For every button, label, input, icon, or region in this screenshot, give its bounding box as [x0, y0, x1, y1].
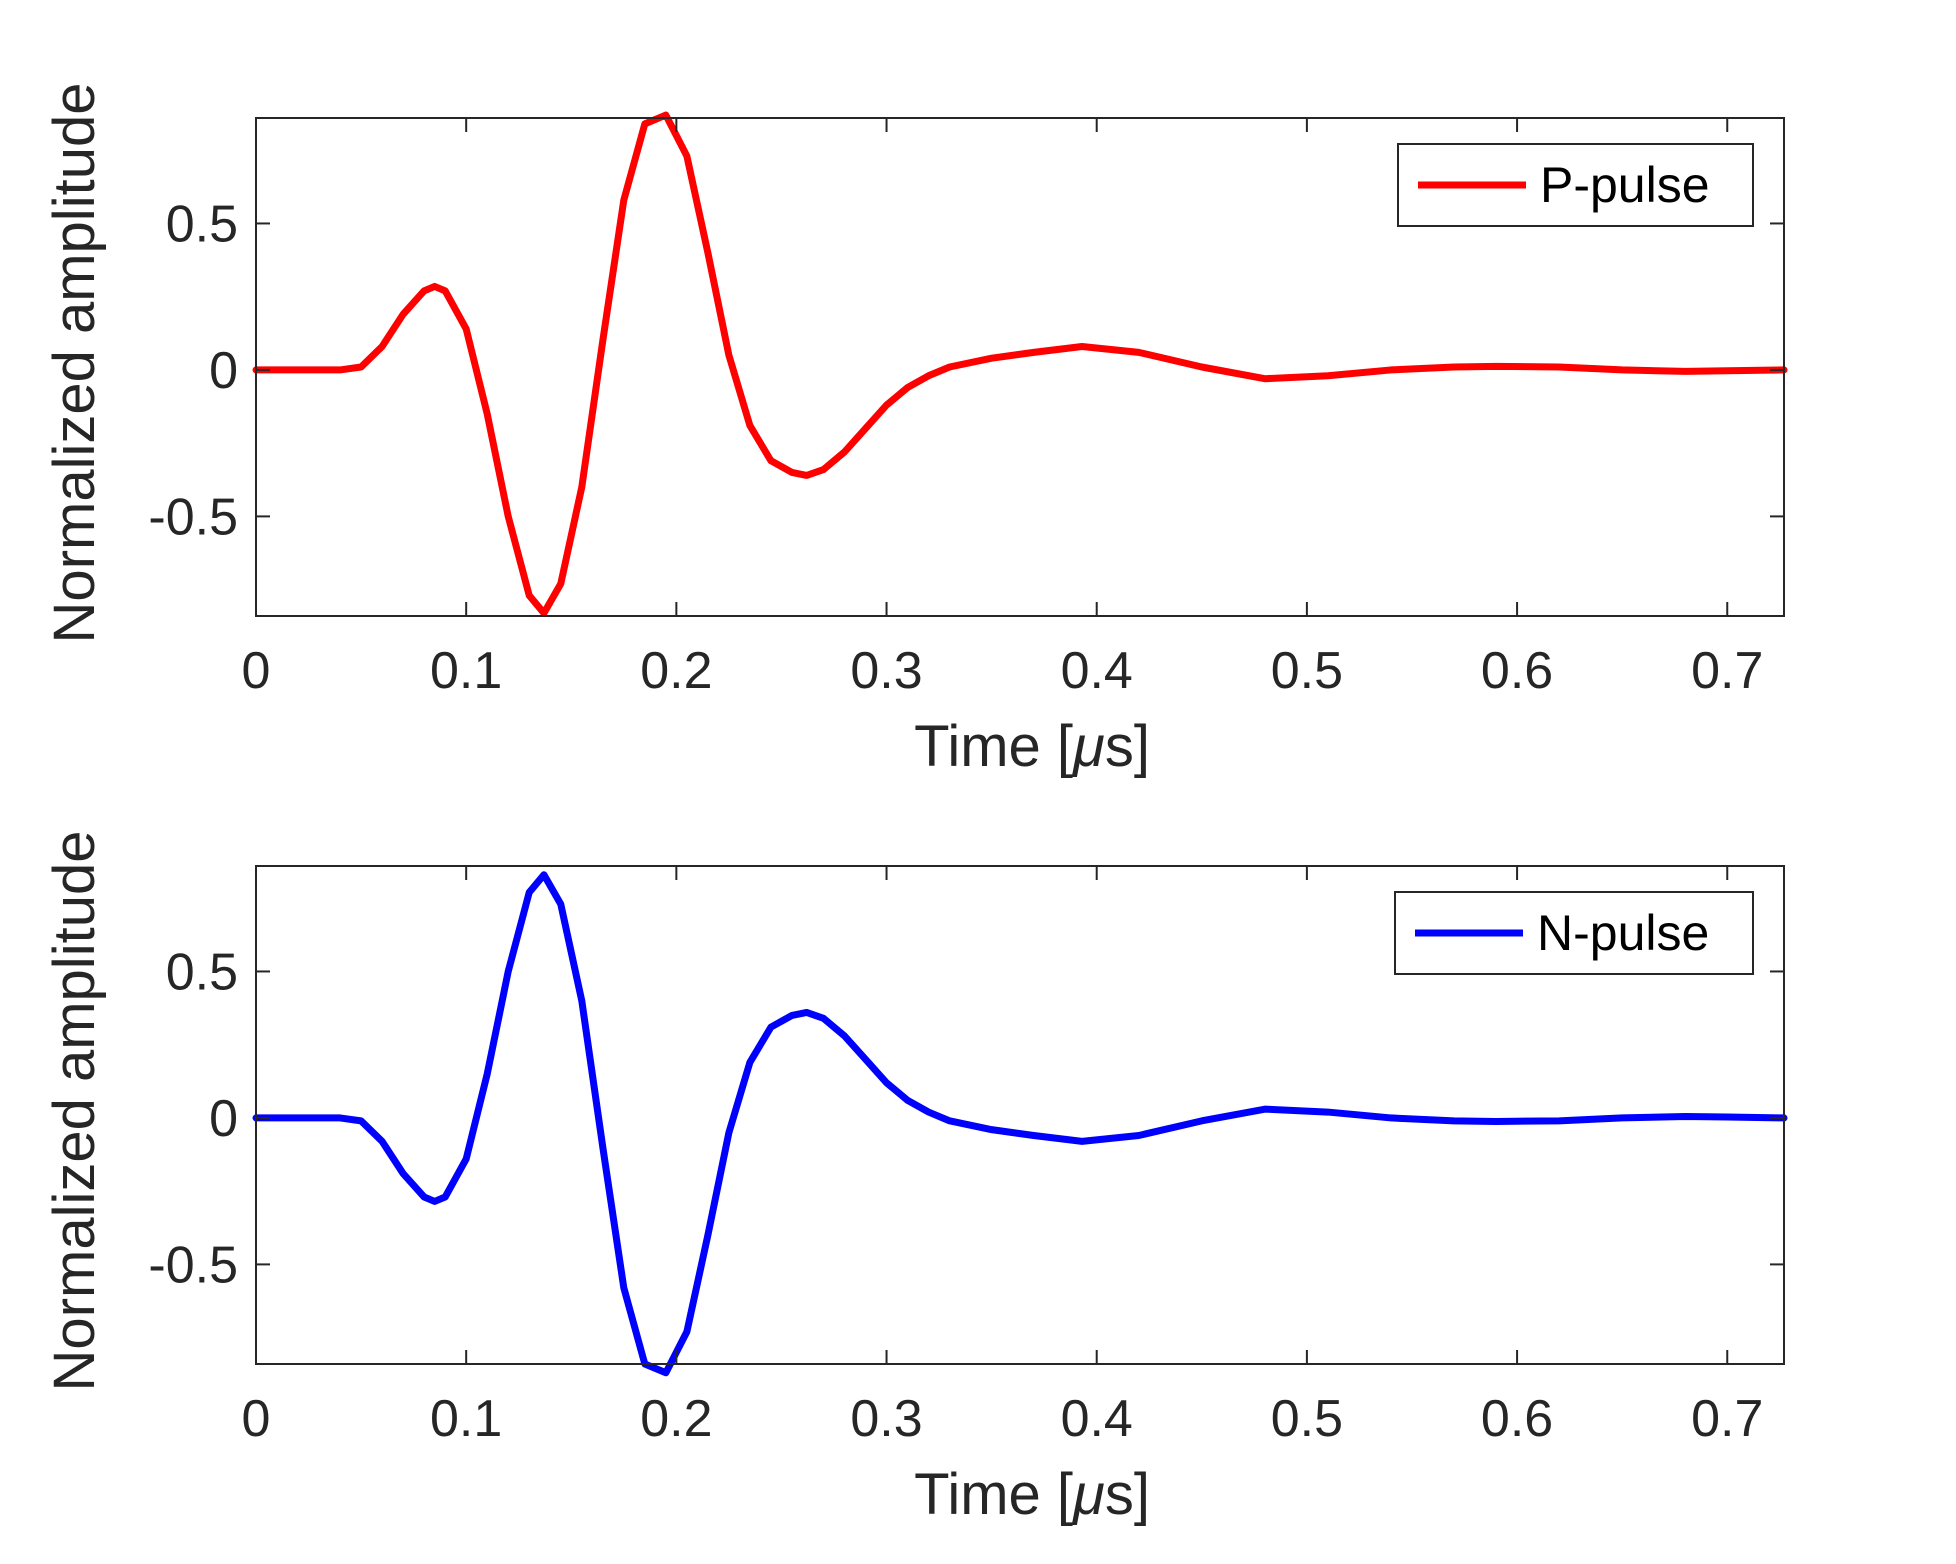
x-tick-label: 0.6	[1481, 1390, 1553, 1448]
legend-label: P-pulse	[1540, 157, 1710, 213]
x-axis-label: Time [μs]	[914, 1462, 1150, 1527]
x-axis-label: Time [μs]	[914, 714, 1150, 779]
y-tick-label: 0.5	[166, 943, 238, 1001]
x-tick-label: 0.3	[850, 642, 922, 700]
x-tick-label: 0.4	[1061, 1390, 1133, 1448]
y-tick-label: 0	[209, 342, 238, 400]
x-axis-label-mu: μ	[1071, 1462, 1105, 1527]
x-tick-label: 0.6	[1481, 642, 1553, 700]
subplot-1: 0 0.1 0.2 0.3 0.4 0.5 0.6 0.7 -0.5 0 0.5 Time [μs] N…	[42, 83, 1788, 779]
x-tick-label: 0	[242, 642, 271, 700]
legend-label: N-pulse	[1537, 905, 1709, 961]
y-tick-label: -0.5	[148, 1236, 238, 1294]
axes-box	[255, 117, 1785, 617]
subplot-2: 0 0.1 0.2 0.3 0.4 0.5 0.6 0.7 -0.5 0 0.5 Time [μs] N…	[42, 831, 1788, 1527]
x-axis-label-mu: μ	[1071, 714, 1105, 779]
x-tick-label: 0.2	[640, 1390, 712, 1448]
x-tick-label: 0	[242, 1390, 271, 1448]
series-line-1	[252, 111, 1788, 617]
x-axis-label-suffix: s]	[1105, 714, 1150, 779]
y-tick-label: 0.5	[166, 195, 238, 253]
legend: P-pulse	[1397, 143, 1754, 227]
series-line-2	[252, 871, 1788, 1377]
axes-box	[255, 865, 1785, 1365]
x-tick-label: 0.7	[1691, 642, 1763, 700]
x-axis-label-prefix: Time [	[914, 1462, 1073, 1527]
legend: N-pulse	[1394, 891, 1754, 975]
x-axis-label-prefix: Time [	[914, 714, 1073, 779]
x-tick-label: 0.5	[1271, 642, 1343, 700]
x-tick-label: 0.5	[1271, 1390, 1343, 1448]
x-tick-label: 0.1	[430, 1390, 502, 1448]
y-tick-label: -0.5	[148, 488, 238, 546]
x-tick-label: 0.1	[430, 642, 502, 700]
x-tick-label: 0.7	[1691, 1390, 1763, 1448]
x-axis-label-suffix: s]	[1105, 1462, 1150, 1527]
x-tick-label: 0.3	[850, 1390, 922, 1448]
y-axis-label: Normalized amplitude	[42, 831, 107, 1392]
y-axis-label: Normalized amplitude	[42, 83, 107, 644]
x-tick-label: 0.4	[1061, 642, 1133, 700]
x-tick-label: 0.2	[640, 642, 712, 700]
y-tick-label: 0	[209, 1090, 238, 1148]
